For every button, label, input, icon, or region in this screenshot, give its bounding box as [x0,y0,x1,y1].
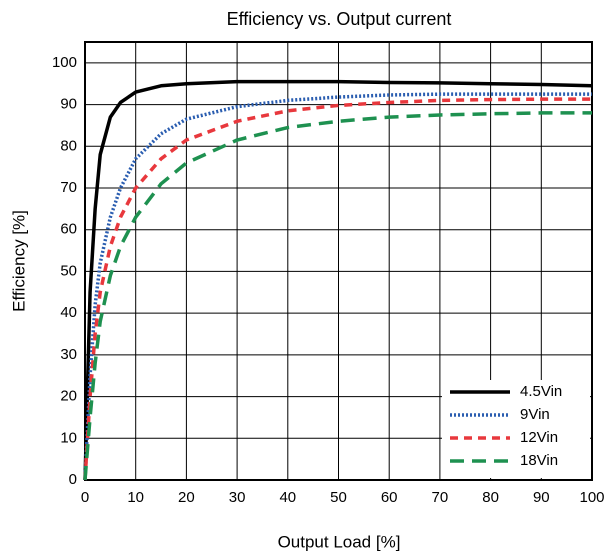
y-tick-label: 40 [60,304,77,321]
y-tick-label: 10 [60,429,77,446]
x-tick-label: 30 [229,489,246,506]
legend-label: 4.5Vin [520,383,562,400]
x-tick-label: 0 [81,489,89,506]
x-tick-label: 60 [381,489,398,506]
y-tick-label: 80 [60,137,77,154]
legend-label: 18Vin [520,452,558,469]
series-line [83,97,592,481]
series-line [83,79,593,481]
x-tick-label: 50 [330,489,347,506]
y-tick-label: 60 [60,221,77,238]
y-tick-label: 90 [60,96,77,113]
x-tick-label: 40 [279,489,296,506]
x-tick-label: 90 [533,489,550,506]
chart-title: Efficiency vs. Output current [227,9,452,29]
y-tick-label: 70 [60,179,77,196]
legend-label: 9Vin [520,406,550,423]
y-tick-label: 50 [60,262,77,279]
y-axis-label: Efficiency [%] [9,210,28,312]
legend-box [442,380,590,478]
series-line [83,92,592,481]
y-tick-label: 20 [60,388,77,405]
x-axis-label: Output Load [%] [278,532,401,551]
series-line [83,111,592,481]
x-tick-label: 20 [178,489,195,506]
y-tick-label: 30 [60,346,77,363]
x-tick-label: 70 [432,489,449,506]
plot-frame [84,41,593,481]
x-tick-label: 80 [482,489,499,506]
legend-label: 12Vin [520,429,558,446]
y-tick-label: 100 [52,54,77,71]
y-tick-label: 0 [69,471,77,488]
x-tick-label: 100 [579,489,604,506]
x-tick-label: 10 [127,489,144,506]
